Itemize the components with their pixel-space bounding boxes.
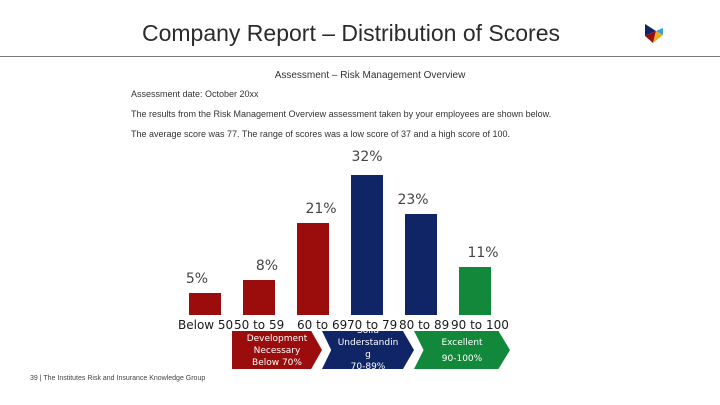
score-band-line: 70-89% <box>350 362 386 369</box>
category-label: 80 to 89 <box>399 318 450 332</box>
bar-4 <box>405 214 437 315</box>
score-band-line: 90-100% <box>441 354 483 364</box>
bar-value-label: 5% <box>185 271 209 288</box>
results-text: The results from the Risk Management Ove… <box>131 109 552 119</box>
title-divider <box>0 56 720 57</box>
score-band-1: Solid Understandin g 70-89% <box>322 331 414 369</box>
bar-value-label: 11% <box>467 244 499 261</box>
category-label: Below 50 <box>178 318 234 332</box>
report-subtitle: Assessment – Risk Management Overview <box>274 70 466 81</box>
bar-value-label: 8% <box>255 258 279 274</box>
bar-0 <box>189 293 221 315</box>
category-label: 60 to 69 <box>297 318 348 332</box>
score-band-2: Excellent 90-100% <box>414 331 510 369</box>
score-band-line: Below 70% <box>252 358 302 368</box>
score-band-line: Development <box>246 334 308 344</box>
average-text: The average score was 77. The range of s… <box>131 129 511 139</box>
page-title: Company Report – Distribution of Scores <box>141 20 561 46</box>
score-band-line: g <box>365 350 371 360</box>
assessment-date: Assessment date: October 20xx <box>131 89 259 99</box>
bar-2 <box>297 223 329 315</box>
category-label: 50 to 59 <box>234 318 285 332</box>
bar-value-label: 32% <box>351 149 383 165</box>
score-band-0: Development Necessary Below 70% <box>232 331 322 369</box>
category-label: 70 to 79 <box>347 318 398 332</box>
institutes-logo-icon <box>645 24 663 43</box>
score-band-line: Necessary <box>253 346 301 356</box>
bar-5 <box>459 266 491 315</box>
bar-value-label: 21% <box>305 201 337 218</box>
bar-1 <box>243 280 275 315</box>
score-band-line: Understandin <box>337 338 399 348</box>
footer-text: 39 | The Institutes Risk and Insurance K… <box>30 375 206 382</box>
score-band-line: Excellent <box>441 338 483 348</box>
category-label: 90 to 100 <box>451 318 509 332</box>
bar-3 <box>351 175 383 315</box>
score-band-line: Solid <box>357 331 379 336</box>
bar-value-label: 23% <box>397 192 429 209</box>
